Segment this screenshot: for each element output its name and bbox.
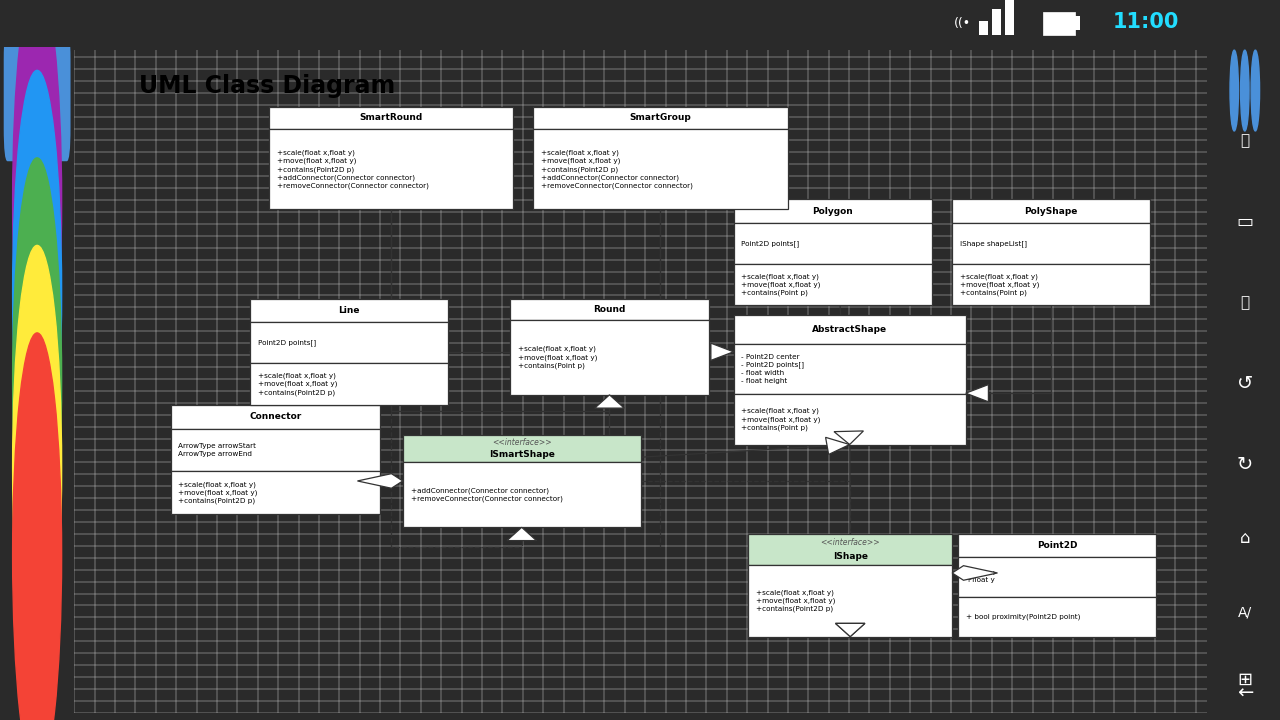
Text: Round: Round [594, 305, 626, 314]
Text: <<interface>>: <<interface>> [492, 438, 552, 447]
Bar [733, 264, 932, 305]
Circle shape [13, 158, 61, 602]
Bar [749, 564, 952, 636]
Polygon shape [826, 437, 850, 454]
Bar [403, 462, 641, 527]
Polygon shape [357, 474, 403, 488]
Bar [979, 21, 988, 35]
Bar [957, 597, 1156, 636]
Bar [511, 320, 709, 395]
Text: UML Class Diagram: UML Class Diagram [138, 73, 396, 98]
Bar [532, 130, 788, 210]
Bar [749, 534, 952, 564]
Text: - Point2D center
- Point2D points[]
- float width
- float height: - Point2D center - Point2D points[] - fl… [741, 354, 804, 384]
FancyBboxPatch shape [4, 27, 70, 161]
Circle shape [13, 333, 61, 720]
Text: IShape shapeList[]: IShape shapeList[] [960, 240, 1027, 247]
Text: Point2D: Point2D [1037, 541, 1078, 550]
Bar [1043, 12, 1075, 35]
Bar [250, 364, 448, 405]
Circle shape [13, 0, 61, 424]
Polygon shape [710, 343, 733, 361]
Bar [170, 405, 380, 429]
Text: <<interface>>: <<interface>> [820, 538, 881, 547]
Circle shape [13, 71, 61, 515]
Text: +scale(float x,float y)
+move(float x,float y)
+contains(Point p): +scale(float x,float y) +move(float x,fl… [518, 346, 598, 369]
Bar [532, 107, 788, 130]
Text: Polygon: Polygon [813, 207, 852, 215]
Bar [1005, 0, 1014, 35]
Text: SmartGroup: SmartGroup [630, 114, 691, 122]
Text: 🔓: 🔓 [1240, 295, 1249, 310]
Bar [957, 557, 1156, 597]
Polygon shape [965, 384, 988, 402]
Bar [250, 299, 448, 322]
Text: +scale(float x,float y)
+move(float x,float y)
+contains(Point2D p): +scale(float x,float y) +move(float x,fl… [178, 481, 257, 504]
Bar [733, 343, 965, 394]
Text: +scale(float x,float y)
+move(float x,float y)
+contains(Point2D p): +scale(float x,float y) +move(float x,fl… [756, 589, 836, 612]
Text: ▭: ▭ [1236, 213, 1253, 231]
Text: Connector: Connector [250, 413, 301, 421]
Polygon shape [835, 431, 864, 444]
Text: AbstractShape: AbstractShape [812, 325, 887, 334]
Bar [992, 9, 1001, 35]
Bar [952, 199, 1151, 222]
Bar [733, 199, 932, 222]
Text: ←: ← [1236, 683, 1253, 703]
Polygon shape [595, 395, 625, 408]
Text: ⌂: ⌂ [1239, 529, 1251, 547]
Bar [269, 107, 512, 130]
Bar [403, 435, 641, 462]
Circle shape [1230, 50, 1239, 131]
Bar [511, 299, 709, 320]
Bar [170, 472, 380, 514]
Text: +float x
+float y: +float x +float y [965, 570, 995, 583]
Text: Point2D points[]: Point2D points[] [257, 339, 316, 346]
Bar [250, 322, 448, 364]
Text: ISmartShape: ISmartShape [489, 450, 554, 459]
Polygon shape [836, 624, 865, 636]
Bar [952, 264, 1151, 305]
Text: +addConnector(Connector connector)
+removeConnector(Connector connector): +addConnector(Connector connector) +remo… [411, 487, 562, 503]
Text: ✍: ✍ [31, 650, 44, 668]
Bar [952, 222, 1151, 264]
Text: +scale(float x,float y)
+move(float x,float y)
+contains(Point p): +scale(float x,float y) +move(float x,fl… [960, 274, 1039, 296]
Bar [733, 394, 965, 444]
Text: 🗑: 🗑 [1240, 133, 1249, 148]
Bar [957, 534, 1156, 557]
Text: PolyShape: PolyShape [1024, 207, 1078, 215]
Text: A/: A/ [1238, 606, 1252, 619]
Text: ((•: ((• [954, 17, 970, 30]
Text: 11:00: 11:00 [1112, 12, 1179, 32]
Bar [1075, 17, 1080, 30]
Text: +scale(float x,float y)
+move(float x,float y)
+contains(Point2D p): +scale(float x,float y) +move(float x,fl… [257, 373, 337, 395]
Polygon shape [952, 566, 997, 580]
Text: IShape: IShape [833, 552, 868, 561]
Text: +scale(float x,float y)
+move(float x,float y)
+contains(Point2D p)
+addConnecto: +scale(float x,float y) +move(float x,fl… [541, 150, 692, 189]
Circle shape [1240, 50, 1249, 131]
Polygon shape [507, 527, 536, 541]
Bar [733, 315, 965, 343]
Bar [170, 429, 380, 472]
Text: Point2D points[]: Point2D points[] [741, 240, 800, 247]
Circle shape [1251, 50, 1260, 131]
Text: +scale(float x,float y)
+move(float x,float y)
+contains(Point p): +scale(float x,float y) +move(float x,fl… [741, 408, 820, 431]
Bar [733, 222, 932, 264]
Polygon shape [836, 624, 865, 636]
Text: ⊞: ⊞ [1238, 670, 1252, 688]
Text: ↺: ↺ [1236, 374, 1253, 393]
Text: SmartRound: SmartRound [360, 114, 422, 122]
Text: ⌂: ⌂ [32, 85, 42, 103]
Text: + bool proximity(Point2D point): + bool proximity(Point2D point) [965, 613, 1080, 620]
Text: +scale(float x,float y)
+move(float x,float y)
+contains(Point2D p)
+addConnecto: +scale(float x,float y) +move(float x,fl… [276, 150, 429, 189]
Text: +scale(float x,float y)
+move(float x,float y)
+contains(Point p): +scale(float x,float y) +move(float x,fl… [741, 274, 820, 296]
Text: ↻: ↻ [1236, 455, 1253, 474]
Circle shape [13, 246, 61, 690]
Text: Line: Line [338, 306, 360, 315]
Bar [269, 130, 512, 210]
Text: ArrowType arrowStart
ArrowType arrowEnd: ArrowType arrowStart ArrowType arrowEnd [178, 444, 256, 457]
